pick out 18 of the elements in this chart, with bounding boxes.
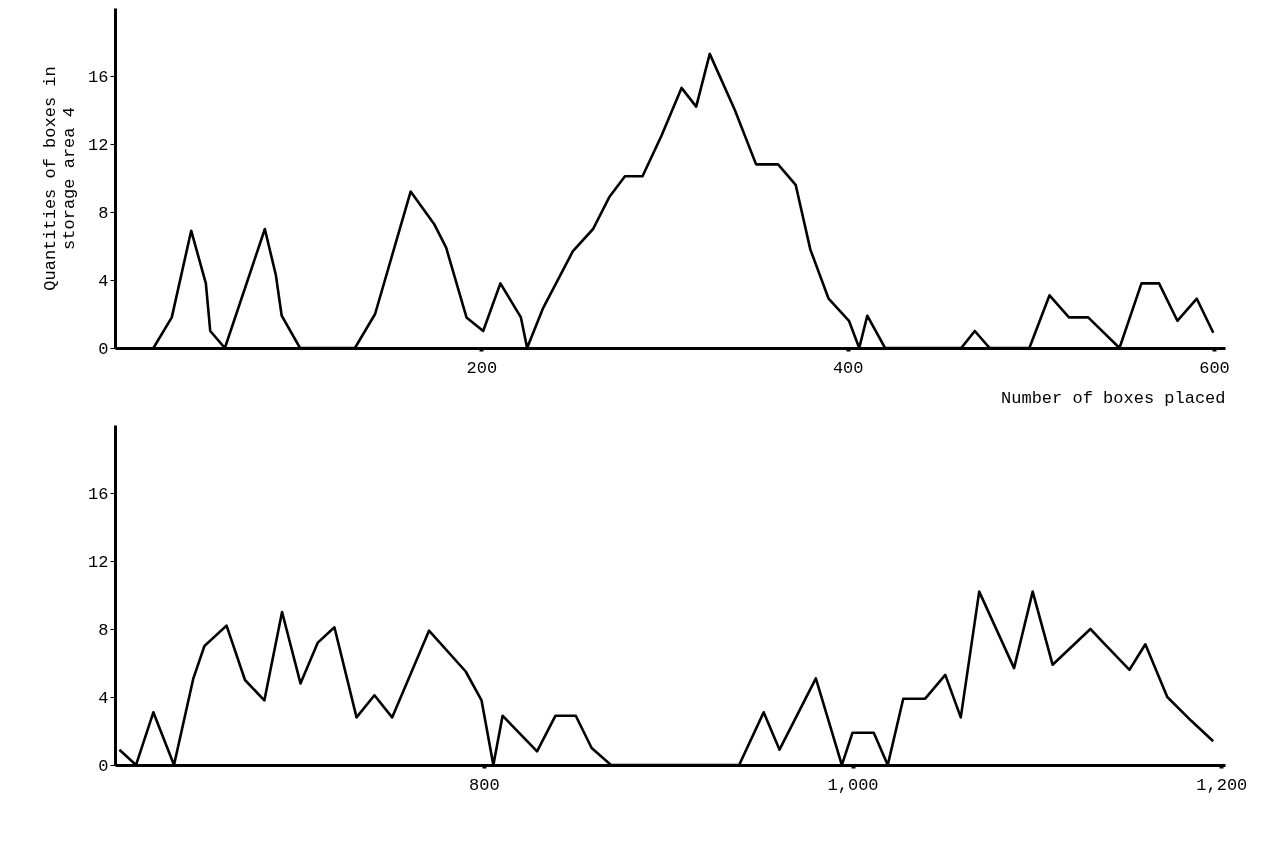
x-tick-label: 400	[832, 358, 864, 378]
y-tick-label: 16	[88, 67, 109, 87]
x-tick-label: 1,200	[1196, 775, 1248, 795]
x-tick-label: 600	[1199, 358, 1230, 378]
x-tick-label: 800	[468, 775, 500, 795]
y-tick-label: 12	[88, 135, 109, 155]
x-tick-label: 1,000	[827, 775, 879, 795]
y-tick-label: 4	[98, 271, 109, 291]
y-tick-label: 8	[98, 203, 109, 223]
y-tick-label: 0	[98, 339, 109, 359]
y-tick-label: 12	[88, 552, 109, 572]
x-axis-title: Number of boxes placed	[1001, 388, 1226, 408]
y-tick-label: 4	[98, 688, 109, 708]
y-tick-label: 16	[88, 484, 109, 504]
x-tick-label: 200	[466, 358, 498, 378]
y-axis-title: Quantities of boxes in storage area 4	[41, 66, 80, 291]
y-tick-label: 8	[98, 620, 109, 640]
y-tick-label: 0	[98, 756, 109, 776]
